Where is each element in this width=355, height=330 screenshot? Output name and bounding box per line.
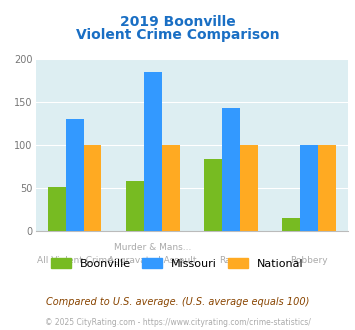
Text: Rape: Rape — [219, 256, 242, 265]
Bar — [83, 145, 102, 231]
Text: Aggravated Assault: Aggravated Assault — [108, 256, 197, 265]
Legend: Boonville, Missouri, National: Boonville, Missouri, National — [47, 253, 308, 273]
Bar — [126, 181, 144, 231]
Bar — [222, 108, 240, 231]
Text: All Violent Crime: All Violent Crime — [37, 256, 113, 265]
Text: Compared to U.S. average. (U.S. average equals 100): Compared to U.S. average. (U.S. average … — [46, 297, 309, 307]
Bar — [282, 218, 300, 231]
Bar — [144, 72, 162, 231]
Bar — [204, 159, 222, 231]
Text: Murder & Mans...: Murder & Mans... — [114, 243, 191, 251]
Text: 2019 Boonville: 2019 Boonville — [120, 15, 235, 29]
Bar — [66, 119, 83, 231]
Bar — [48, 187, 66, 231]
Text: Violent Crime Comparison: Violent Crime Comparison — [76, 28, 279, 42]
Bar — [300, 145, 318, 231]
Bar — [318, 145, 336, 231]
Bar — [162, 145, 180, 231]
Bar — [240, 145, 258, 231]
Text: © 2025 CityRating.com - https://www.cityrating.com/crime-statistics/: © 2025 CityRating.com - https://www.city… — [45, 318, 310, 327]
Text: Robbery: Robbery — [290, 256, 328, 265]
